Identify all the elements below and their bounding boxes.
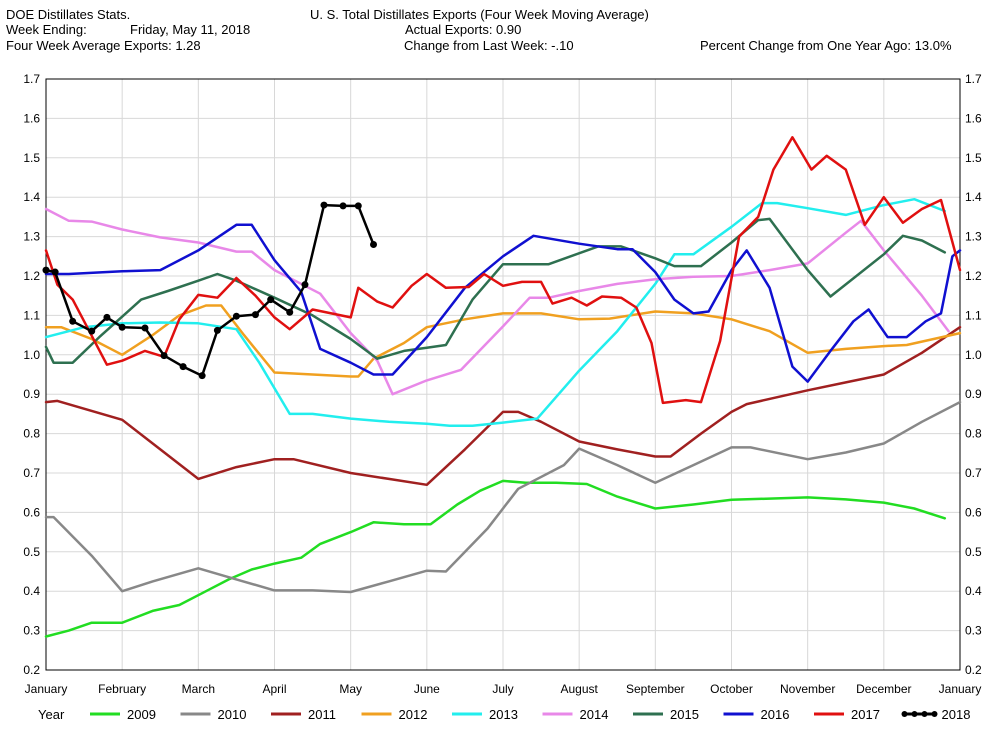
y-tick-label-left: 0.8 [23, 427, 40, 441]
series-point-2018 [69, 317, 77, 325]
series-point-2018 [179, 363, 187, 371]
y-tick-label-left: 0.6 [23, 505, 40, 519]
y-tick-label-left: 0.9 [23, 387, 40, 401]
x-tick-label: April [262, 682, 286, 696]
y-tick-label-right: 0.8 [965, 427, 982, 441]
x-tick-label: June [414, 682, 440, 696]
series-point-2018 [103, 313, 111, 321]
series-point-2018 [118, 323, 126, 331]
series-point-2018 [213, 326, 221, 334]
y-tick-label-left: 1.7 [23, 72, 40, 86]
series-point-2018 [51, 268, 59, 276]
week-ending-label: Week Ending: [6, 22, 87, 37]
y-tick-label-right: 1.2 [965, 269, 982, 283]
series-line-2012 [44, 304, 962, 378]
x-tick-label: September [626, 682, 685, 696]
y-tick-label-right: 1.4 [965, 190, 982, 204]
legend-label-2016: 2016 [761, 707, 790, 722]
week-ending-value: Friday, May 11, 2018 [130, 22, 251, 37]
y-tick-label-left: 1.0 [23, 348, 40, 362]
y-tick-label-right: 1.7 [965, 72, 982, 86]
series-line-2017 [44, 136, 962, 405]
x-tick-label: March [182, 682, 215, 696]
series-point-2018 [88, 327, 96, 335]
legend-marker-2018 [921, 711, 928, 717]
legend-label-2012: 2012 [399, 707, 428, 722]
y-tick-label-left: 1.4 [23, 190, 40, 204]
x-tick-label: August [560, 682, 598, 696]
series-point-2018 [42, 266, 50, 274]
legend-marker-2018 [931, 711, 938, 717]
y-tick-label-right: 0.3 [965, 624, 982, 638]
series-point-2018 [232, 312, 240, 320]
legend-title: Year [38, 707, 65, 722]
legend-label-2010: 2010 [218, 707, 247, 722]
y-tick-label-left: 0.5 [23, 545, 40, 559]
x-tick-label: February [98, 682, 146, 696]
legend-marker-2018 [901, 711, 908, 717]
y-tick-label-left: 1.6 [23, 111, 40, 125]
series-point-2018 [160, 352, 168, 360]
series-line-2011 [44, 325, 962, 487]
legend-label-2014: 2014 [580, 707, 609, 722]
legend-label-2009: 2009 [127, 707, 156, 722]
legend-label-2017: 2017 [851, 707, 880, 722]
y-tick-label-right: 1.6 [965, 111, 982, 125]
series-point-2018 [339, 202, 347, 210]
plot-frame [45, 78, 961, 671]
series-point-2018 [251, 311, 259, 319]
percent-change-one-year: Percent Change from One Year Ago: 13.0% [700, 38, 952, 53]
legend-label-2013: 2013 [489, 707, 518, 722]
y-tick-label-right: 0.7 [965, 466, 982, 480]
legend-label-2015: 2015 [670, 707, 699, 722]
series-line-2009 [44, 479, 947, 638]
x-tick-label: November [780, 682, 835, 696]
y-tick-label-right: 0.6 [965, 505, 982, 519]
series-line-2010 [44, 400, 962, 594]
series-point-2018 [320, 201, 328, 209]
y-tick-label-left: 0.7 [23, 466, 40, 480]
y-tick-label-right: 0.9 [965, 387, 982, 401]
series-point-2018 [198, 372, 206, 380]
y-tick-label-left: 1.2 [23, 269, 40, 283]
legend-label-2018: 2018 [942, 707, 971, 722]
legend-label-2011: 2011 [308, 707, 336, 722]
change-from-last-week: Change from Last Week: -.10 [404, 38, 574, 53]
y-tick-label-right: 1.5 [965, 151, 982, 165]
legend-marker-2018 [911, 711, 918, 717]
four-week-average: Four Week Average Exports: 1.28 [6, 38, 201, 53]
series-point-2018 [354, 202, 362, 210]
stats-label: DOE Distillates Stats. [6, 7, 131, 22]
chart-title: U. S. Total Distillates Exports (Four We… [310, 7, 649, 22]
series-point-2018 [141, 324, 149, 332]
y-tick-label-left: 1.5 [23, 151, 40, 165]
x-tick-label: May [339, 682, 362, 696]
y-tick-label-right: 1.0 [965, 348, 982, 362]
series-line-2016 [44, 223, 962, 383]
series-point-2018 [267, 296, 275, 304]
y-tick-label-left: 0.3 [23, 624, 40, 638]
x-tick-label: December [856, 682, 911, 696]
y-tick-label-right: 1.3 [965, 230, 982, 244]
series-point-2018 [370, 240, 378, 248]
series-line-2015 [44, 217, 947, 364]
y-tick-label-right: 1.1 [965, 308, 982, 322]
y-tick-label-right: 0.5 [965, 545, 982, 559]
y-tick-label-left: 0.2 [23, 663, 40, 677]
x-tick-label: October [710, 682, 753, 696]
series-line-2014 [44, 207, 950, 396]
y-tick-label-right: 0.4 [965, 584, 982, 598]
y-tick-label-right: 0.2 [965, 663, 982, 677]
series-point-2018 [301, 281, 309, 289]
y-tick-label-left: 0.4 [23, 584, 40, 598]
y-tick-label-left: 1.3 [23, 230, 40, 244]
series-point-2018 [286, 308, 294, 316]
actual-exports: Actual Exports: 0.90 [405, 22, 522, 37]
x-tick-label: January [939, 682, 982, 696]
y-tick-label-left: 1.1 [23, 308, 40, 322]
x-tick-label: July [492, 682, 513, 696]
x-tick-label: January [25, 682, 68, 696]
